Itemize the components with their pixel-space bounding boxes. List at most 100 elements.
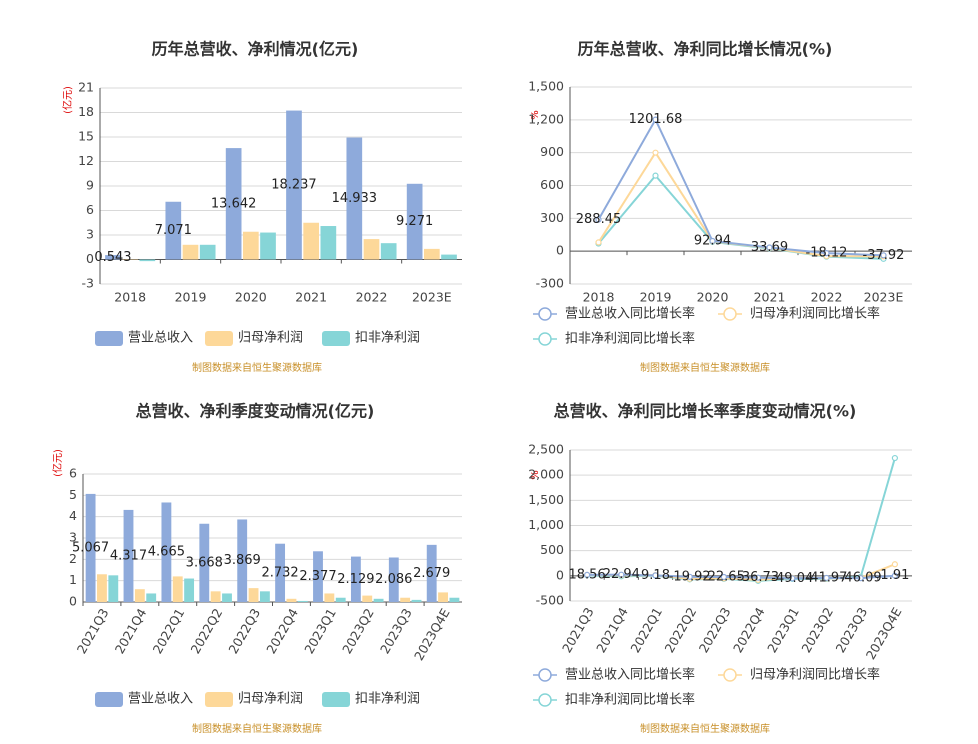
point xyxy=(709,237,716,245)
legend-swatch xyxy=(95,331,123,346)
data-label: 3.869 xyxy=(224,553,261,568)
x-tick-label: 2018 xyxy=(583,290,615,305)
data-label: -46.09 xyxy=(840,571,882,586)
data-label: 33.69 xyxy=(751,240,788,255)
data-label: 2.129 xyxy=(337,572,374,587)
chart-panel: 历年总营收、净利情况(亿元) (亿元) -3 0 3 6 9 12 15 18 21 2018 2019… xyxy=(61,40,462,374)
y-tick-label: 900 xyxy=(540,144,564,159)
legend-label: 扣非净利润 xyxy=(355,692,420,707)
source-note: 制图数据来自恒生聚源数据库 xyxy=(640,361,770,374)
x-tick-label: 2023E xyxy=(412,290,452,305)
y-tick-label: 2,000 xyxy=(528,467,564,482)
bar xyxy=(449,597,460,602)
data-label: 2.679 xyxy=(413,566,450,581)
point xyxy=(652,572,659,579)
legend-label: 扣非净利润 xyxy=(355,331,420,346)
x-tick-label: 2022Q4 xyxy=(730,605,768,655)
bar xyxy=(400,597,411,602)
point xyxy=(686,573,693,580)
legend-label: 归母净利润同比增长率 xyxy=(750,306,880,322)
point xyxy=(618,571,625,578)
series-line xyxy=(597,117,884,257)
y-tick-label: 1,200 xyxy=(528,111,564,126)
x-tick-label: 2022Q2 xyxy=(187,606,225,656)
bar xyxy=(146,593,157,602)
data-label: 288.45 xyxy=(576,212,622,227)
source-note: 制图数据来自恒生聚源数据库 xyxy=(640,722,770,735)
data-label: -18.12 xyxy=(806,246,848,261)
legend-label: 营业总收入 xyxy=(128,692,193,707)
data-label: -36.73 xyxy=(737,570,779,585)
series-line xyxy=(587,457,896,582)
x-tick-label: 2021 xyxy=(754,290,786,305)
y-tick-label: 21 xyxy=(78,80,94,95)
bar xyxy=(350,556,361,602)
y-tick-label: -3 xyxy=(82,276,94,291)
legend-label: 扣非净利润同比增长率 xyxy=(565,331,695,347)
source-note: 制图数据来自恒生聚源数据库 xyxy=(192,361,322,374)
point xyxy=(891,572,899,579)
chart-title: 历年总营收、净利同比增长情况(%) xyxy=(578,40,833,59)
point xyxy=(652,172,659,179)
bar xyxy=(411,599,422,602)
series-line xyxy=(597,150,884,258)
data-label: 9.271 xyxy=(396,214,433,229)
bar xyxy=(363,239,380,260)
bar xyxy=(286,598,297,602)
bar xyxy=(380,243,397,260)
y-tick-label: 0 xyxy=(86,251,94,266)
bar xyxy=(260,232,276,260)
x-tick-label: 2023Q2 xyxy=(339,606,377,656)
x-tick-label: 2022 xyxy=(811,290,843,305)
data-label: 4.317 xyxy=(110,548,147,563)
x-tick-label: 2021Q4 xyxy=(112,606,150,656)
bar xyxy=(248,588,259,602)
y-unit: (亿元) xyxy=(61,86,74,114)
chart-title: 总营收、净利季度变动情况(亿元) xyxy=(136,402,375,421)
bar xyxy=(426,544,437,602)
y-tick-label: 6 xyxy=(86,202,94,217)
bar xyxy=(165,201,182,260)
y-tick-label: 12 xyxy=(78,153,94,168)
bar xyxy=(222,593,232,602)
data-label: 18.56 xyxy=(568,567,605,582)
x-tick-label: 2022Q2 xyxy=(662,605,700,655)
point xyxy=(880,252,887,259)
chart-panel: 历年总营收、净利同比增长情况(%)% -300 0 300 600 900 1,200 1,5… xyxy=(528,40,912,374)
point xyxy=(857,575,864,582)
x-tick-label: 2021Q3 xyxy=(559,605,597,655)
x-tick-label: 2023Q1 xyxy=(301,606,339,656)
x-tick-label: 2018 xyxy=(114,290,146,305)
x-tick-label: 2023Q1 xyxy=(764,605,802,655)
y-tick-label: 9 xyxy=(86,178,94,193)
y-tick-label: 3 xyxy=(69,530,77,545)
bar xyxy=(108,575,119,602)
y-tick-label: 600 xyxy=(540,177,564,192)
legend-swatch xyxy=(205,692,233,707)
y-tick-label: 0 xyxy=(556,567,564,582)
x-tick-label: 2020 xyxy=(235,290,267,305)
bar xyxy=(139,259,156,262)
x-tick-label: 2019 xyxy=(175,290,207,305)
legend-swatch xyxy=(538,332,552,346)
data-label: -41.97 xyxy=(806,570,848,585)
bar xyxy=(97,574,107,602)
bar xyxy=(225,148,242,260)
data-label: 14.933 xyxy=(332,191,378,206)
x-tick-label: 2021 xyxy=(295,290,327,305)
point xyxy=(720,573,728,581)
y-tick-label: 1 xyxy=(69,572,77,587)
point xyxy=(754,574,762,581)
y-tick-label: 6 xyxy=(69,466,77,481)
data-label: 22.94 xyxy=(603,567,640,582)
data-label: 13.642 xyxy=(211,196,257,211)
point xyxy=(823,574,830,582)
point xyxy=(789,575,796,582)
data-label: 2.377 xyxy=(299,569,336,584)
y-unit: % xyxy=(530,110,541,120)
bar xyxy=(324,593,335,602)
bar xyxy=(313,551,323,602)
